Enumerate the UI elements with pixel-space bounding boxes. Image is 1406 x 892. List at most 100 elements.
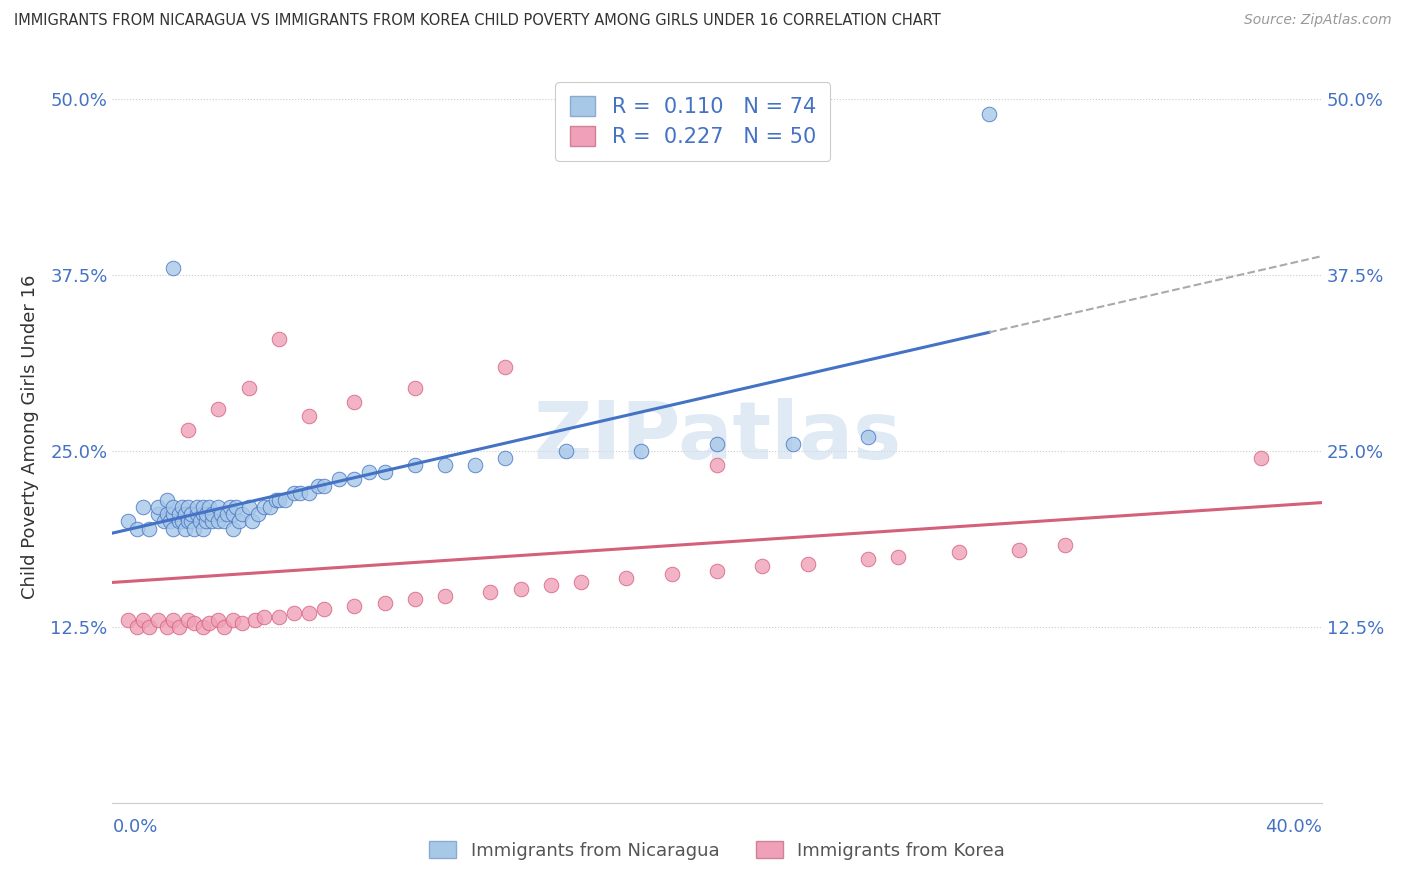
Point — [267, 610, 290, 624]
Point — [191, 500, 214, 515]
Point — [661, 566, 683, 581]
Text: Source: ZipAtlas.com: Source: ZipAtlas.com — [1244, 13, 1392, 28]
Point — [225, 500, 247, 515]
Point — [253, 610, 276, 624]
Point — [479, 584, 502, 599]
Point — [167, 620, 190, 634]
Point — [138, 521, 160, 535]
Point — [404, 458, 426, 473]
Point — [156, 620, 179, 634]
Point — [217, 508, 239, 522]
Point — [328, 472, 350, 486]
Point — [146, 500, 169, 515]
Point — [156, 508, 179, 522]
Point — [207, 515, 229, 529]
Point — [274, 493, 297, 508]
Point — [495, 451, 517, 466]
Point — [167, 508, 190, 522]
Point — [288, 486, 311, 500]
Text: ZIPatlas: ZIPatlas — [533, 398, 901, 476]
Point — [214, 515, 236, 529]
Point — [186, 508, 208, 522]
Point — [1008, 542, 1031, 557]
Point — [159, 515, 181, 529]
Point — [201, 515, 224, 529]
Point — [132, 500, 155, 515]
Point — [125, 521, 148, 535]
Point — [616, 571, 638, 585]
Point — [343, 395, 366, 409]
Point — [569, 574, 592, 589]
Point — [495, 359, 517, 374]
Point — [298, 606, 321, 620]
Point — [177, 515, 200, 529]
Point — [170, 500, 193, 515]
Point — [162, 521, 184, 535]
Point — [343, 599, 366, 613]
Point — [283, 606, 305, 620]
Point — [156, 493, 179, 508]
Point — [222, 521, 245, 535]
Point — [243, 613, 266, 627]
Point — [146, 508, 169, 522]
Text: 40.0%: 40.0% — [1265, 818, 1322, 836]
Point — [138, 620, 160, 634]
Point — [174, 521, 197, 535]
Point — [214, 620, 236, 634]
Point — [207, 613, 229, 627]
Point — [222, 613, 245, 627]
Point — [198, 500, 221, 515]
Point — [162, 261, 184, 276]
Point — [177, 613, 200, 627]
Point — [630, 444, 652, 458]
Point — [374, 465, 396, 479]
Point — [314, 601, 336, 615]
Point — [207, 401, 229, 416]
Point — [153, 515, 176, 529]
Point — [209, 508, 232, 522]
Point — [231, 508, 253, 522]
Point — [195, 508, 218, 522]
Point — [174, 508, 197, 522]
Point — [246, 508, 269, 522]
Point — [219, 500, 242, 515]
Point — [782, 437, 804, 451]
Point — [314, 479, 336, 493]
Point — [183, 615, 205, 630]
Point — [191, 508, 214, 522]
Y-axis label: Child Poverty Among Girls Under 16: Child Poverty Among Girls Under 16 — [21, 275, 39, 599]
Point — [359, 465, 381, 479]
Point — [343, 472, 366, 486]
Point — [887, 549, 910, 564]
Point — [125, 620, 148, 634]
Point — [259, 500, 281, 515]
Point — [231, 615, 253, 630]
Point — [283, 486, 305, 500]
Point — [509, 582, 531, 596]
Point — [146, 613, 169, 627]
Point — [222, 508, 245, 522]
Point — [132, 613, 155, 627]
Point — [298, 409, 321, 423]
Point — [162, 508, 184, 522]
Point — [433, 589, 456, 603]
Point — [198, 615, 221, 630]
Point — [433, 458, 456, 473]
Point — [540, 578, 562, 592]
Point — [307, 479, 329, 493]
Point — [186, 500, 208, 515]
Point — [188, 515, 211, 529]
Point — [201, 508, 224, 522]
Point — [374, 596, 396, 610]
Point — [267, 493, 290, 508]
Point — [404, 381, 426, 395]
Text: IMMIGRANTS FROM NICARAGUA VS IMMIGRANTS FROM KOREA CHILD POVERTY AMONG GIRLS UND: IMMIGRANTS FROM NICARAGUA VS IMMIGRANTS … — [14, 13, 941, 29]
Point — [856, 552, 880, 566]
Legend: Immigrants from Nicaragua, Immigrants from Korea: Immigrants from Nicaragua, Immigrants fr… — [422, 834, 1012, 867]
Point — [162, 613, 184, 627]
Point — [856, 430, 880, 444]
Point — [177, 500, 200, 515]
Point — [183, 521, 205, 535]
Point — [191, 620, 214, 634]
Point — [751, 559, 773, 574]
